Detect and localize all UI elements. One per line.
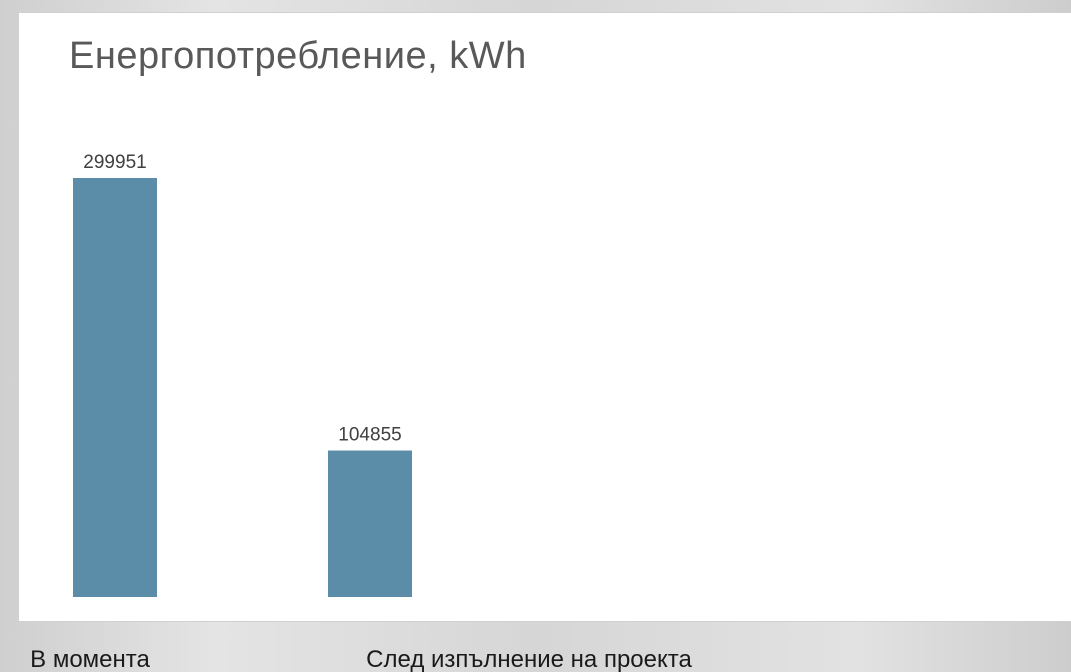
chart-title: Енергопотребление, kWh xyxy=(69,35,527,77)
bars-group xyxy=(73,178,412,597)
data-label-1: 104855 xyxy=(338,425,401,446)
bar-0 xyxy=(73,178,157,597)
category-label-current: В момента xyxy=(30,646,150,672)
data-labels-group: 299951 104855 xyxy=(83,152,401,446)
chart-panel: Енергопотребление, kWh xyxy=(18,12,1071,622)
category-label-after-project: След изпълнение на проекта xyxy=(366,646,692,672)
bar-1 xyxy=(328,450,412,597)
data-label-0: 299951 xyxy=(83,152,146,173)
